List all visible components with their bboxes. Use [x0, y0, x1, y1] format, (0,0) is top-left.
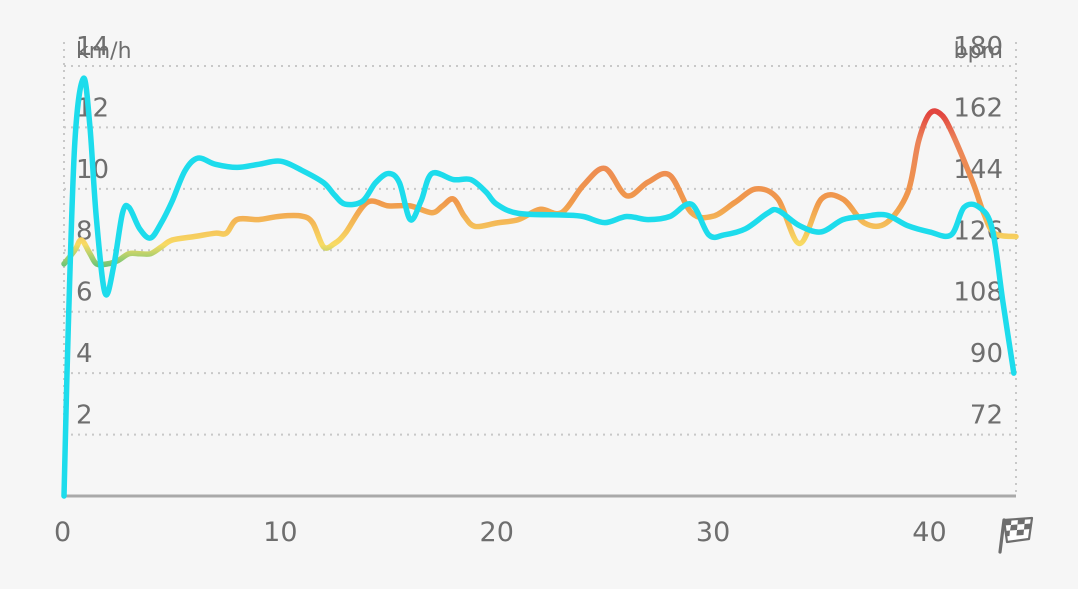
left-axis-tick-label: 6: [76, 278, 93, 308]
x-axis-tick-label: 30: [696, 517, 730, 548]
left-axis-unit-label: km/h: [76, 39, 132, 64]
left-axis-tick-label: 4: [76, 339, 93, 369]
right-axis-unit-label: bpm: [954, 39, 1003, 64]
right-axis-tick-label: 108: [953, 278, 1003, 308]
left-axis-tick-label: 14: [76, 32, 109, 62]
heart-rate-line: [61, 108, 1019, 268]
x-axis-tick-label: 10: [263, 517, 297, 548]
x-axis-tick-label: 40: [912, 517, 946, 548]
x-axis-ticks: 0 10 20 30 40: [54, 517, 947, 548]
right-axis-tick-label: 90: [970, 339, 1003, 369]
x-axis-tick-label: 20: [480, 517, 514, 548]
grid: [63, 42, 1017, 496]
right-axis-tick-label: 72: [970, 401, 1003, 431]
series-layer: [61, 75, 1019, 499]
right-axis-tick-label: 180: [953, 32, 1003, 62]
right-axis-tick-label: 162: [953, 93, 1003, 123]
speed-line: [61, 75, 1017, 499]
checkered-flag-icon: [998, 516, 1034, 554]
left-axis-tick-label: 2: [76, 401, 93, 431]
x-axis-tick-label: 0: [54, 517, 71, 548]
